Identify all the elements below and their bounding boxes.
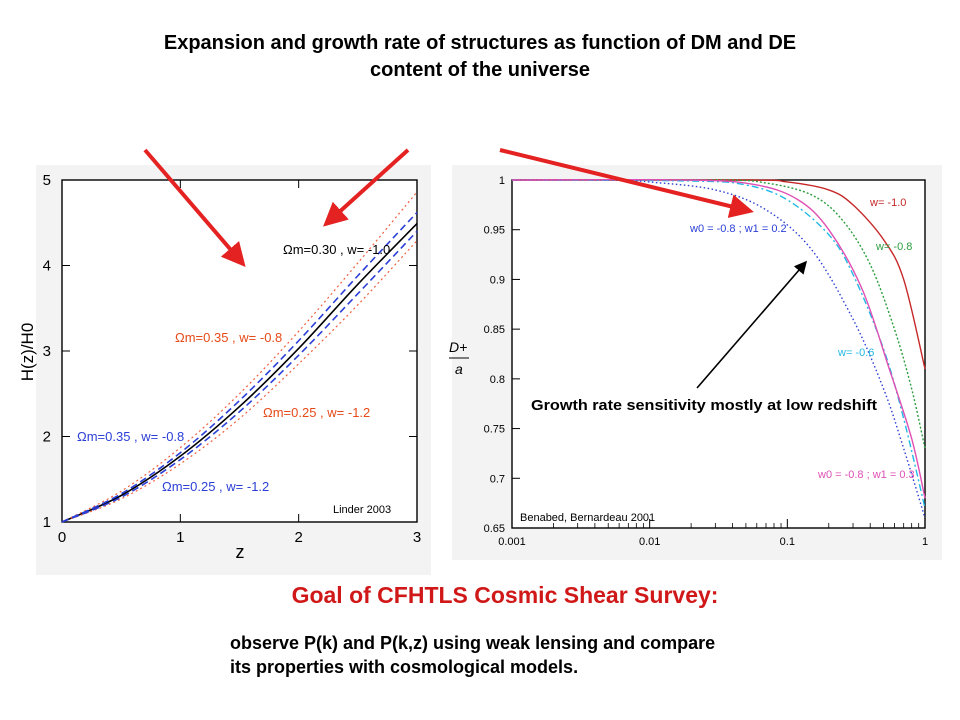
goal-description-line-1: observe P(k) and P(k,z) using weak lensi… [230,633,716,653]
legend-omega35-w08-red: Ωm=0.35 , w= -0.8 [175,330,282,345]
hubble-series-line-2 [61,191,418,523]
growth-x-tick-label: 0.001 [498,536,526,548]
legend-omega30-w10: Ωm=0.30 , w= -1.0 [283,242,390,257]
growth-y-axis-label-denominator: a [455,361,463,377]
growth-y-tick-label: 0.75 [484,424,505,436]
goal-description-line-2: its properties with cosmological models. [230,657,579,677]
growth-series-line-3 [511,179,926,509]
slide-title-line-1: Expansion and growth rate of structures … [163,32,797,54]
red-arrow-2 [323,148,410,227]
growth-series-line-5 [511,178,926,499]
growth-chart: 0.001 0.01 0.1 10.650.70.750.80.850.90.951 … [449,175,928,548]
legend-omega25-w12-red: Ωm=0.25 , w= -1.2 [263,405,370,420]
growth-y-tick-label: 0.65 [484,523,505,535]
legend-omega25-w12-blue: Ωm=0.25 , w= -1.2 [162,479,269,494]
legend-w10: w= -1.0 [869,197,906,209]
hubble-x-axis-label: z [236,542,245,562]
hubble-y-tick-label: 2 [43,429,51,446]
legend-w0-08-w1-02: w0 = -0.8 ; w1 = 0.2 [689,223,787,235]
legend-w06: w= -0.6 [837,347,874,359]
red-arrow-1 [143,148,246,268]
hubble-x-tick-label: 0 [58,529,66,546]
hubble-x-tick-label: 3 [413,529,421,546]
hubble-series-line-5 [61,230,418,523]
legend-omega35-w08-blue: Ωm=0.35 , w= -0.8 [77,429,184,444]
hubble-y-axis-label: H(z)/H0 [18,323,37,382]
growth-y-axis-label-numerator: D+ [449,339,467,355]
legend-w0-08-w1-03: w0 = -0.8 ; w1 = 0.3 [817,469,915,481]
growth-credit: Benabed, Bernardeau 2001 [520,512,655,524]
hubble-y-tick-label: 3 [43,343,51,360]
growth-x-tick-label: 0.01 [639,536,660,548]
hubble-series-line-1 [61,223,418,523]
growth-y-tick-label: 0.9 [490,274,505,286]
hubble-x-tick-label: 2 [294,529,302,546]
hubble-x-tick-label: 1 [176,529,184,546]
growth-y-tick-label: 0.8 [490,374,505,386]
goal-description: observe P(k) and P(k,z) using weak lensi… [230,631,715,679]
growth-annotation: Growth rate sensitivity mostly at low re… [531,397,877,414]
growth-y-tick-label: 0.95 [484,225,505,237]
slide-title-line-2: content of the universe [369,59,591,81]
hubble-y-tick-label: 4 [43,258,51,275]
growth-x-tick-label: 0.1 [780,536,795,548]
hubble-credit: Linder 2003 [333,504,391,516]
red-arrow-3 [499,148,754,218]
hubble-y-tick-label: 5 [43,172,51,189]
legend-w08: w= -0.8 [875,241,912,253]
growth-y-tick-label: 1 [499,175,505,187]
growth-x-tick-label: 1 [922,536,928,548]
goal-heading: Goal of CFHTLS Cosmic Shear Survey: [291,582,719,608]
growth-y-tick-label: 0.85 [484,324,505,336]
annotation-arrow [696,260,808,389]
hubble-chart-frame [61,179,418,523]
hubble-y-tick-label: 1 [43,514,51,531]
hubble-series-line-4 [61,211,418,523]
growth-y-tick-label: 0.7 [490,473,505,485]
growth-series-line-2 [511,179,926,449]
slide-title: Expansion and growth rate of structures … [0,30,960,84]
hubble-series-line-3 [61,240,418,523]
